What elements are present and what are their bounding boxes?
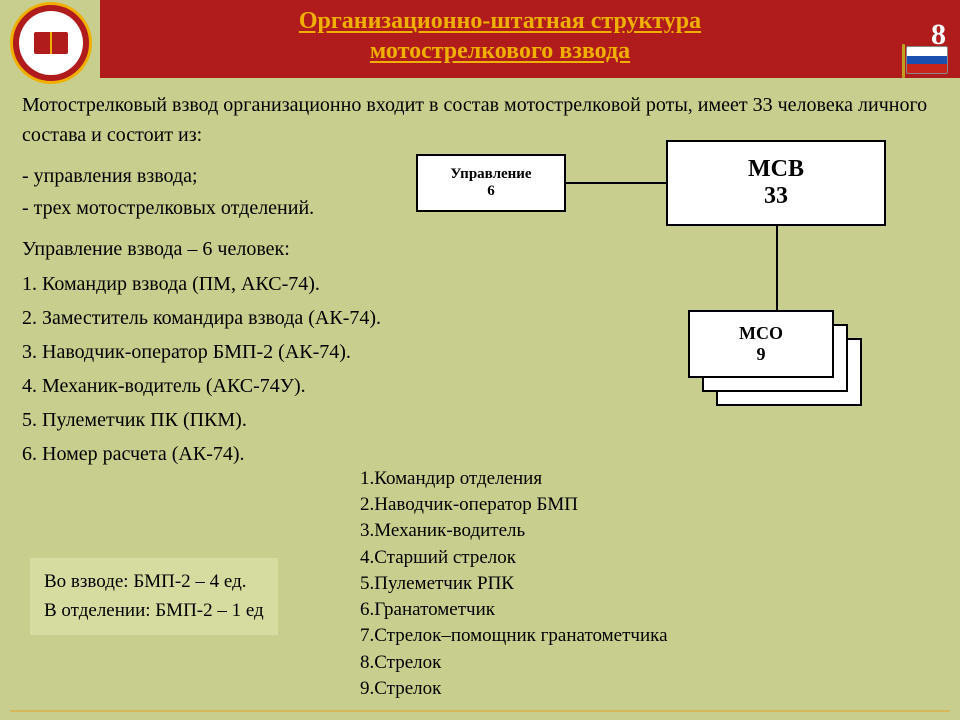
footer-divider <box>10 710 950 712</box>
list-item: 5.Пулеметчик РПК <box>360 571 668 597</box>
slide-header: Организационно-штатная структура мотостр… <box>0 0 960 78</box>
note-line: Во взводе: БМП-2 – 4 ед. <box>44 568 264 597</box>
list-item: 7.Стрелок–помощник гранатометчика <box>360 623 668 649</box>
slide-title: Организационно-штатная структура мотостр… <box>120 6 880 66</box>
list-item: 6.Гранатометчик <box>360 597 668 623</box>
flag-stripe-white <box>907 47 947 56</box>
org-connector <box>776 226 778 310</box>
org-connector <box>566 182 666 184</box>
org-box-control: Управление6 <box>416 154 566 212</box>
list-item: 8.Стрелок <box>360 650 668 676</box>
title-line-2: мотострелкового взвода <box>120 36 880 66</box>
org-chart: МСО9 МСВ33 Управление6 <box>416 140 936 420</box>
title-line-1: Организационно-штатная структура <box>120 6 880 36</box>
squad-list: 1.Командир отделения 2.Наводчик-оператор… <box>360 466 668 702</box>
slide-content: Мотострелковый взвод организационно вход… <box>0 78 960 720</box>
org-box-msv: МСВ33 <box>666 140 886 226</box>
list-item: 1.Командир отделения <box>360 466 668 492</box>
equipment-note: Во взводе: БМП-2 – 4 ед. В отделении: БМ… <box>30 558 278 635</box>
emblem-icon <box>10 2 92 84</box>
flag-icon <box>906 46 948 74</box>
org-box-mso: МСО9 <box>688 310 834 378</box>
list-item: 2.Наводчик-оператор БМП <box>360 492 668 518</box>
list-item: 9.Стрелок <box>360 676 668 702</box>
note-line: В отделении: БМП-2 – 1 ед <box>44 597 264 626</box>
list-item: 4.Старший стрелок <box>360 545 668 571</box>
list-item: 3.Механик-водитель <box>360 518 668 544</box>
flag-stripe-blue <box>907 56 947 65</box>
flag-stripe-red <box>907 64 947 73</box>
